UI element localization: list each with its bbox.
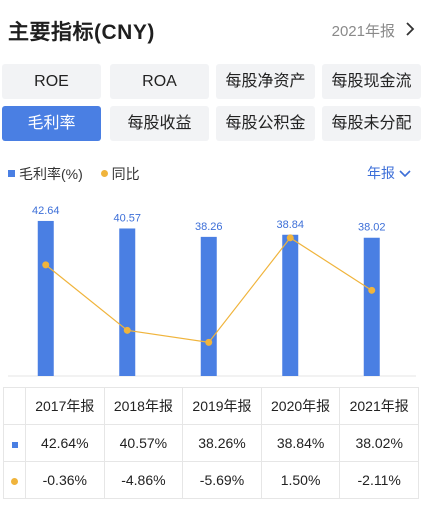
bar-value-label: 42.64 — [32, 205, 60, 217]
table-cell-yoy: -0.36% — [25, 461, 105, 499]
table-header-year: 2018年报 — [103, 387, 184, 425]
tab-gross-margin[interactable]: 毛利率 — [2, 106, 101, 141]
table-row-margin: 42.64% 40.57% 38.26% 38.84% 38.02% — [3, 424, 419, 462]
table-header-year: 2019年报 — [182, 387, 262, 425]
legend-series-margin: 毛利率(%) — [19, 166, 83, 182]
bar-value-label: 38.26 — [195, 221, 223, 233]
tab-reserve-per-share[interactable]: 每股公积金 — [216, 106, 315, 141]
yoy-point — [286, 234, 294, 242]
yoy-point — [205, 338, 213, 346]
table-header-year: 2017年报 — [25, 387, 105, 425]
data-table: 2017年报 2018年报 2019年报 2020年报 2021年报 42.64… — [3, 387, 419, 499]
period-dropdown-label: 年报 — [367, 165, 395, 181]
chart-legend: 毛利率(%) 同比 — [8, 164, 140, 182]
table-cell-margin: 38.26% — [182, 424, 262, 462]
table-header-year: 2020年报 — [260, 387, 341, 425]
bar-legend-marker — [8, 169, 15, 177]
table-corner — [3, 387, 26, 425]
table-header-row: 2017年报 2018年报 2019年报 2020年报 2021年报 — [3, 387, 419, 425]
yoy-point — [368, 286, 376, 294]
table-cell-margin: 40.57% — [103, 424, 184, 462]
header: 主要指标(CNY) 2021年报 — [0, 0, 429, 60]
bar-gross-margin — [119, 228, 136, 376]
tab-roa[interactable]: ROA — [110, 64, 209, 99]
table-cell-yoy: -4.86% — [103, 461, 184, 499]
bar-gross-margin — [282, 234, 299, 376]
period-dropdown[interactable]: 年报 — [367, 163, 411, 183]
row-marker-bar — [3, 424, 26, 462]
tab-eps[interactable]: 每股收益 — [110, 106, 209, 141]
tab-undistributed-per-share[interactable]: 每股未分配 — [322, 106, 421, 141]
bar-value-label: 38.84 — [276, 219, 304, 231]
table-row-yoy: -0.36% -4.86% -5.69% 1.50% -2.11% — [3, 461, 419, 499]
bar-gross-margin — [37, 220, 54, 376]
table-cell-margin: 42.64% — [25, 424, 105, 462]
table-cell-margin: 38.02% — [339, 424, 419, 462]
report-period-link[interactable]: 2021年报 — [331, 23, 395, 40]
tab-net-assets-per-share[interactable]: 每股净资产 — [216, 64, 315, 99]
chevron-right-icon[interactable] — [403, 22, 417, 36]
page-title: 主要指标(CNY) — [8, 21, 155, 44]
tab-cash-flow-per-share[interactable]: 每股现金流 — [322, 64, 421, 99]
table-cell-margin: 38.84% — [260, 424, 341, 462]
tab-roe[interactable]: ROE — [2, 64, 101, 99]
gross-margin-chart: 42.64 40.57 38.26 38.84 38.02 — [8, 205, 416, 377]
table-header-year: 2021年报 — [339, 387, 419, 425]
bar-value-label: 40.57 — [113, 212, 141, 224]
table-cell-yoy: -2.11% — [339, 461, 419, 499]
bar-gross-margin — [363, 237, 380, 376]
bar-gross-margin — [200, 236, 217, 376]
yoy-point — [42, 261, 50, 269]
table-cell-yoy: 1.50% — [260, 461, 341, 499]
yoy-point — [123, 326, 131, 334]
chevron-down-icon — [399, 170, 411, 178]
legend-series-yoy: 同比 — [111, 166, 140, 182]
row-marker-dot — [3, 461, 26, 499]
line-legend-marker — [100, 169, 108, 177]
table-cell-yoy: -5.69% — [182, 461, 262, 499]
bar-value-label: 38.02 — [358, 222, 386, 234]
